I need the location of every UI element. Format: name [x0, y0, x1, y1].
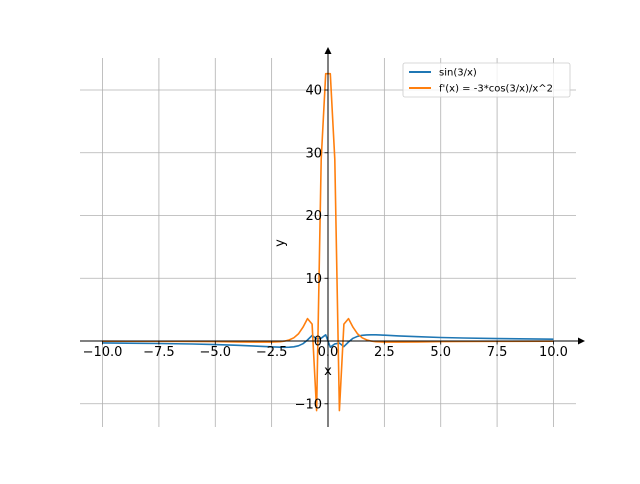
legend-label-sin: sin(3/x)	[439, 68, 477, 79]
axes	[80, 47, 585, 427]
x-axis-label: x	[324, 364, 332, 379]
y-tick-label: 10	[305, 272, 322, 287]
x-tick-label: −2.5	[256, 345, 288, 360]
y-tick-label: 0	[314, 335, 322, 350]
ticks: −10.0 −7.5 −5.0 −2.5 0.0 2.5 5.0 7.5 10.0 −10 0 10 2…	[83, 84, 568, 413]
y-tick-label: 20	[305, 209, 322, 224]
y-tick-label: 30	[305, 146, 322, 161]
legend-label-derivative: f'(x) = -3*cos(3/x)/x^2	[439, 84, 553, 95]
x-axis-arrow-icon	[578, 337, 585, 345]
x-tick-label: 10.0	[539, 345, 568, 360]
x-tick-label: −7.5	[143, 345, 175, 360]
legend: sin(3/x) f'(x) = -3*cos(3/x)/x^2	[402, 62, 571, 98]
x-tick-label: 2.5	[374, 345, 395, 360]
x-tick-label: −10.0	[83, 345, 123, 360]
x-tick-label: −5.0	[199, 345, 231, 360]
legend-box	[402, 62, 571, 98]
y-tick-label: 40	[305, 84, 322, 99]
y-axis-label: y	[273, 239, 288, 247]
y-tick-label: −10	[295, 397, 322, 412]
x-tick-label: 5.0	[430, 345, 451, 360]
x-tick-label: 0.0	[318, 345, 339, 360]
x-tick-label: 7.5	[487, 345, 508, 360]
y-axis-arrow-icon	[324, 47, 332, 54]
